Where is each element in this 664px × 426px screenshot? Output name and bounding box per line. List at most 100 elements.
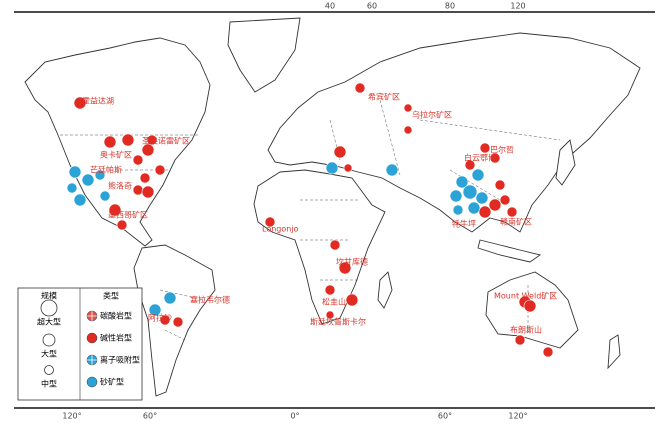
deposit-point — [523, 299, 537, 313]
deposit-point — [132, 184, 144, 196]
deposit-label: 熊洛奇 — [108, 181, 132, 191]
japan — [555, 139, 576, 186]
deposit-point — [345, 293, 359, 307]
legend-type-hatch — [87, 311, 97, 321]
greenland — [227, 17, 301, 93]
legend-type-title: 类型 — [103, 291, 119, 301]
deposit-point — [146, 134, 158, 146]
deposit-label: 牦牛坪 — [452, 219, 476, 229]
deposit-label: 希宾矿区 — [368, 92, 400, 102]
deposit-label: 白云鄂博 — [464, 153, 496, 163]
bottom-degree-label: 120° — [62, 412, 81, 421]
legend-type-hatch — [87, 355, 97, 365]
deposit-point — [403, 103, 413, 113]
indonesia — [477, 239, 542, 263]
deposit-point — [121, 133, 135, 147]
deposit-point — [385, 163, 399, 177]
deposit-point — [333, 145, 347, 159]
deposit-label: 松圭山 — [322, 297, 346, 307]
legend-type-label: 碳酸岩型 — [100, 311, 132, 321]
deposit-label: 乌拉尔矿区 — [412, 110, 452, 120]
new-zealand — [607, 334, 621, 370]
deposit-point — [324, 284, 336, 296]
deposit-point — [139, 172, 151, 184]
deposit-label: 霍益达湖 — [82, 96, 114, 106]
legend-size-label: 超大型 — [37, 317, 61, 327]
deposit-point — [488, 198, 502, 212]
legend-size-circle — [42, 333, 56, 347]
deposit-point — [163, 291, 177, 305]
legend-size-label: 中型 — [41, 379, 57, 389]
bottom-degree-label: 60° — [438, 412, 452, 421]
deposit-point — [325, 310, 335, 320]
deposit-point — [81, 173, 95, 187]
deposit-point — [354, 82, 366, 94]
deposit-point — [506, 206, 518, 218]
deposit-label: 坎甘库德 — [336, 257, 368, 267]
bottom-degree-label: 120° — [508, 412, 527, 421]
deposit-point — [479, 142, 491, 154]
deposit-points — [66, 82, 554, 358]
deposit-point — [449, 189, 463, 203]
deposit-point — [154, 164, 166, 176]
legend-type-label: 碱性岩型 — [100, 333, 132, 343]
deposit-point — [73, 96, 87, 110]
continents — [24, 17, 641, 397]
deposit-point — [68, 165, 82, 179]
deposit-point — [464, 159, 476, 171]
deposit-point — [73, 193, 87, 207]
top-degree-label: 60 — [367, 2, 377, 11]
deposit-point — [403, 125, 413, 135]
deposit-point — [542, 346, 554, 358]
legend-size-label: 大型 — [41, 349, 57, 359]
legend-type-swatch — [86, 376, 98, 388]
deposit-point — [338, 261, 352, 275]
north-america — [24, 37, 211, 247]
bottom-degree-label: 0° — [290, 412, 299, 421]
deposit-point — [462, 184, 478, 200]
deposit-point — [514, 334, 526, 346]
deposit-point — [343, 163, 353, 173]
deposit-point — [172, 316, 184, 328]
legend-size-circle — [44, 365, 54, 375]
legend-size-circle — [40, 299, 58, 317]
deposit-label: 阿拉沙 — [148, 313, 172, 323]
deposit-label: Mount Weld矿区 — [494, 291, 557, 301]
deposit-point — [499, 194, 511, 206]
eurasia — [267, 32, 641, 233]
deposit-point — [325, 161, 339, 175]
deposit-label: 赣南矿区 — [500, 217, 532, 227]
legend-type-label: 离子吸附型 — [100, 355, 140, 365]
deposit-label: 塞拉韦尔德 — [190, 295, 230, 305]
deposit-point — [132, 154, 144, 166]
deposit-point — [108, 203, 122, 217]
deposit-point — [329, 239, 341, 251]
deposit-point — [159, 314, 171, 326]
deposit-label: 奥卡矿区 — [100, 150, 132, 160]
deposit-point — [494, 179, 506, 191]
deposit-label: 布朗斯山 — [510, 325, 542, 335]
deposit-point — [467, 201, 481, 215]
top-degree-label: 40 — [325, 2, 335, 11]
deposit-point — [478, 205, 492, 219]
deposit-point — [94, 169, 106, 181]
top-degree-label: 80 — [445, 2, 455, 11]
deposit-point — [455, 175, 469, 189]
deposit-point — [489, 152, 501, 164]
deposit-point — [475, 191, 489, 205]
deposit-point — [66, 182, 78, 194]
deposit-point — [99, 190, 111, 202]
legend-type-swatch — [86, 332, 98, 344]
deposit-label: 巴尔哲 — [490, 145, 514, 155]
madagascar — [377, 271, 393, 309]
deposit-label: 墨西哥矿区 — [108, 210, 148, 220]
deposit-label: 芒廷帕斯 — [90, 165, 122, 175]
deposit-point — [141, 185, 155, 199]
deposit-label: 圣奥诺雷矿区 — [142, 136, 190, 146]
deposit-point — [116, 219, 128, 231]
deposit-point — [141, 143, 155, 157]
legend-type-label: 砂矿型 — [100, 377, 124, 387]
